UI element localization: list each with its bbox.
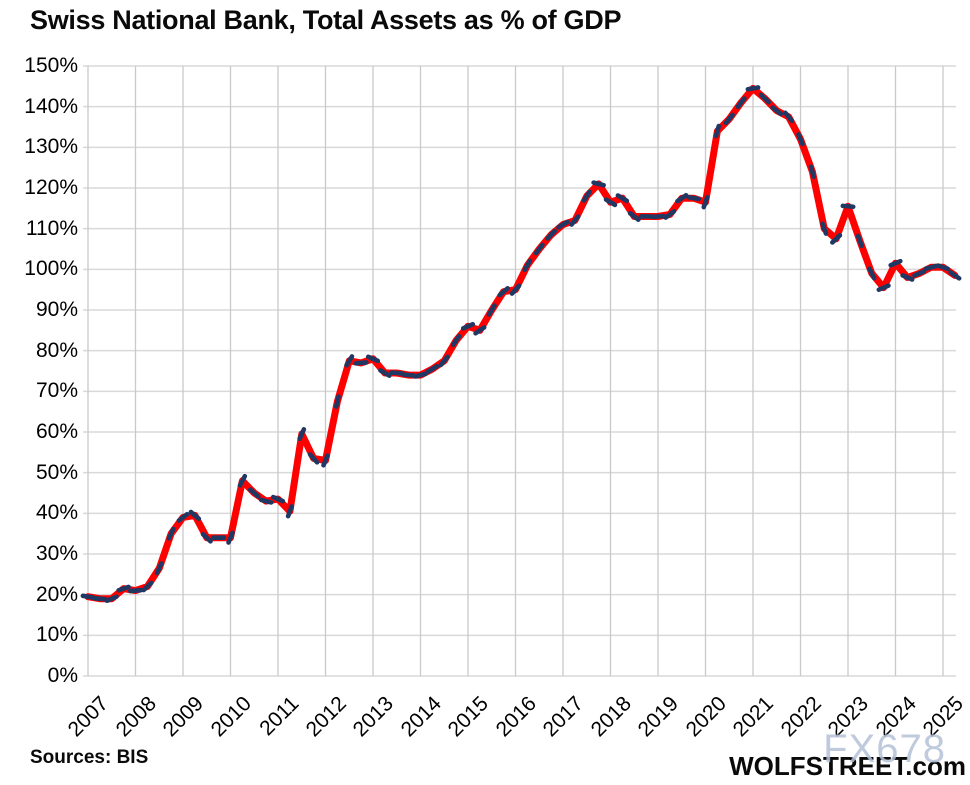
y-axis-label: 60% xyxy=(35,420,78,443)
data-point-marker xyxy=(80,593,96,600)
data-point-marker xyxy=(782,110,795,124)
y-axis-label: 150% xyxy=(24,54,78,77)
data-point-marker xyxy=(912,269,927,278)
data-point-marker xyxy=(855,233,864,249)
data-point-marker xyxy=(285,504,294,519)
y-axis-label: 10% xyxy=(35,623,78,647)
data-point-marker xyxy=(116,584,131,593)
data-point-marker xyxy=(128,587,143,594)
data-point-marker xyxy=(353,360,369,366)
data-point-marker xyxy=(297,426,307,442)
data-point-marker xyxy=(460,321,476,331)
data-point-marker xyxy=(378,368,392,379)
data-point-marker xyxy=(627,210,641,222)
data-point-marker xyxy=(701,195,710,210)
brand-label: WOLFSTREET.com xyxy=(729,751,966,781)
data-point-marker xyxy=(200,531,213,544)
data-point-marker xyxy=(166,526,176,541)
data-point-marker xyxy=(333,394,341,409)
data-point-marker xyxy=(258,497,274,505)
data-point-marker xyxy=(270,494,286,504)
watermark-label: FX678 xyxy=(823,727,946,771)
data-point-marker xyxy=(533,242,545,256)
data-point-marker xyxy=(497,286,510,298)
data-point-marker xyxy=(92,595,108,602)
data-point-marker xyxy=(413,371,428,379)
data-point-marker xyxy=(840,203,856,210)
data-point-marker xyxy=(154,561,164,576)
data-point-marker xyxy=(876,283,891,292)
data-point-marker xyxy=(389,370,405,376)
data-point-marker xyxy=(650,213,666,220)
y-axis-label: 50% xyxy=(35,460,78,484)
data-point-marker xyxy=(735,96,747,110)
data-point-marker xyxy=(569,214,581,227)
data-point-marker xyxy=(226,530,235,545)
data-point-marker xyxy=(344,354,355,368)
data-point-marker xyxy=(796,132,805,147)
y-axis-label: 130% xyxy=(24,135,78,159)
data-point-marker xyxy=(935,263,951,272)
data-point-marker xyxy=(770,105,784,117)
chart-title: Swiss National Bank, Total Assets as % o… xyxy=(30,5,622,35)
y-axis-label: 110% xyxy=(25,216,78,240)
data-point-marker xyxy=(820,221,829,236)
data-point-marker xyxy=(438,354,450,368)
data-point-marker xyxy=(425,363,440,374)
data-point-marker xyxy=(830,232,843,245)
data-point-marker xyxy=(473,325,487,336)
y-axis-label: 70% xyxy=(35,379,78,403)
data-point-marker xyxy=(603,197,618,208)
sources-label: Sources: BIS xyxy=(30,747,149,768)
data-point-marker xyxy=(522,258,533,273)
data-point-marker xyxy=(675,192,689,204)
data-point-marker xyxy=(686,194,702,202)
data-point-marker xyxy=(723,112,735,126)
data-point-marker xyxy=(307,452,320,465)
data-point-marker xyxy=(556,219,570,230)
data-point-marker xyxy=(745,85,761,92)
data-point-marker xyxy=(237,473,248,488)
data-point-marker xyxy=(401,372,417,378)
data-line xyxy=(84,84,959,603)
data-point-marker xyxy=(545,228,558,241)
data-point-marker xyxy=(663,208,677,220)
y-axis-label: 120% xyxy=(24,176,78,199)
data-point-marker xyxy=(176,511,190,523)
data-point-marker xyxy=(581,189,592,203)
data-point-marker xyxy=(867,266,877,281)
data-point-marker xyxy=(758,92,771,105)
y-axis-label: 0% xyxy=(47,664,78,687)
data-point-marker xyxy=(923,263,939,271)
data-point-marker xyxy=(888,258,903,268)
data-point-marker xyxy=(591,180,606,188)
data-point-marker xyxy=(900,273,915,282)
data-point-marker xyxy=(615,193,630,204)
y-axis-label: 20% xyxy=(35,582,78,606)
data-point-marker xyxy=(808,164,817,180)
data-point-marker xyxy=(188,509,202,522)
y-axis-label: 80% xyxy=(35,338,78,362)
data-point-marker xyxy=(141,580,154,593)
y-axis-label: 140% xyxy=(24,94,78,118)
data-point-marker xyxy=(713,123,722,139)
y-axis-label: 30% xyxy=(35,542,78,565)
data-point-marker xyxy=(104,594,119,604)
y-axis-label: 40% xyxy=(35,501,78,525)
data-point-marker xyxy=(948,270,962,281)
data-point-marker xyxy=(509,283,522,296)
data-point-marker xyxy=(321,453,330,468)
y-axis-label: 90% xyxy=(35,298,78,321)
y-axis-label: 100% xyxy=(24,257,78,281)
data-point-marker xyxy=(247,487,261,499)
data-point-marker xyxy=(486,303,497,317)
data-point-marker xyxy=(450,333,462,348)
data-point-marker xyxy=(365,354,381,364)
